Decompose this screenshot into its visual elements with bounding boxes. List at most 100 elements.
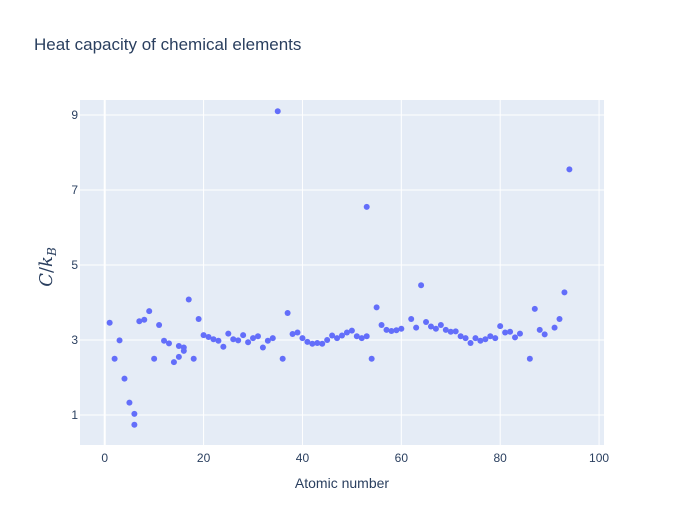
data-point <box>190 355 197 362</box>
data-point <box>378 322 385 328</box>
data-point <box>393 327 400 334</box>
x-tick-label: 100 <box>589 451 609 465</box>
data-point <box>180 344 187 351</box>
data-point <box>259 344 266 351</box>
data-point <box>343 329 350 336</box>
y-axis-title: C/kB <box>36 247 59 287</box>
data-point <box>215 337 222 344</box>
data-point <box>363 333 370 340</box>
data-point <box>536 326 543 333</box>
data-point <box>566 166 573 173</box>
data-point <box>477 337 484 344</box>
y-tick-label: 9 <box>71 108 78 122</box>
data-point <box>141 316 148 323</box>
data-point <box>398 325 405 332</box>
data-point <box>516 330 523 337</box>
data-point <box>457 333 464 340</box>
data-point <box>235 337 242 344</box>
data-point <box>492 335 499 342</box>
data-point <box>250 335 257 342</box>
data-point <box>254 333 261 340</box>
data-point <box>512 334 519 341</box>
data-point <box>156 322 163 328</box>
data-point <box>309 340 316 347</box>
data-point <box>225 330 232 337</box>
plot-area <box>80 100 604 445</box>
y-tick-label: 3 <box>71 333 78 347</box>
data-point <box>205 334 212 340</box>
data-point <box>413 324 420 331</box>
data-point <box>363 203 370 210</box>
gridlines <box>80 100 604 445</box>
data-point <box>418 282 425 289</box>
tick-labels: 0 20 40 60 80 100 1 3 5 7 9 <box>71 108 609 465</box>
data-point <box>368 355 375 362</box>
data-point <box>526 355 533 362</box>
data-point <box>502 329 509 336</box>
x-tick-label: 80 <box>494 451 508 465</box>
data-point <box>437 322 444 328</box>
data-point <box>442 326 449 333</box>
data-point <box>467 340 474 346</box>
data-point <box>131 410 138 417</box>
data-point <box>200 332 207 339</box>
data-point <box>531 305 538 312</box>
data-point <box>462 335 469 342</box>
data-point <box>165 340 172 347</box>
data-point <box>161 337 168 344</box>
x-tick-label: 60 <box>395 451 409 465</box>
data-point <box>274 108 281 115</box>
data-point <box>121 375 128 382</box>
data-point <box>170 359 177 366</box>
data-point <box>264 337 271 344</box>
y-tick-label: 7 <box>71 183 78 197</box>
data-point <box>319 340 326 347</box>
x-tick-label: 0 <box>101 451 108 465</box>
data-point <box>220 343 227 350</box>
data-point <box>131 421 138 428</box>
data-point <box>324 337 331 343</box>
x-tick-label: 40 <box>296 451 310 465</box>
data-point <box>452 328 459 335</box>
data-points <box>106 108 573 428</box>
data-point <box>126 399 133 406</box>
data-point <box>408 316 415 322</box>
data-point <box>279 355 286 362</box>
data-point <box>472 335 479 342</box>
data-point <box>423 319 430 325</box>
y-tick-label: 1 <box>71 408 78 422</box>
data-point <box>284 310 291 316</box>
data-point <box>240 332 247 339</box>
data-point <box>447 328 454 335</box>
data-point <box>185 296 192 303</box>
y-axis-title-sub: B <box>45 247 59 257</box>
data-point <box>304 338 311 345</box>
data-point <box>373 304 380 311</box>
data-point <box>230 336 237 343</box>
data-point <box>116 337 123 344</box>
data-point <box>175 343 182 349</box>
x-tick-label: 20 <box>197 451 211 465</box>
data-point <box>427 323 434 330</box>
data-point <box>289 331 296 337</box>
data-point <box>294 329 301 336</box>
data-point <box>348 327 355 334</box>
data-point <box>556 316 563 322</box>
y-axis-title-k: k <box>36 256 57 267</box>
data-point <box>195 316 202 322</box>
data-point <box>383 326 390 333</box>
data-point <box>151 355 158 362</box>
data-point <box>111 355 118 362</box>
data-point <box>210 336 217 343</box>
data-point <box>507 328 514 335</box>
data-point <box>551 324 558 331</box>
data-point <box>334 335 341 342</box>
data-point <box>339 332 345 339</box>
data-point <box>329 332 336 339</box>
data-point <box>314 340 321 346</box>
data-point <box>245 339 252 346</box>
data-point <box>269 335 276 342</box>
data-point <box>541 331 548 338</box>
